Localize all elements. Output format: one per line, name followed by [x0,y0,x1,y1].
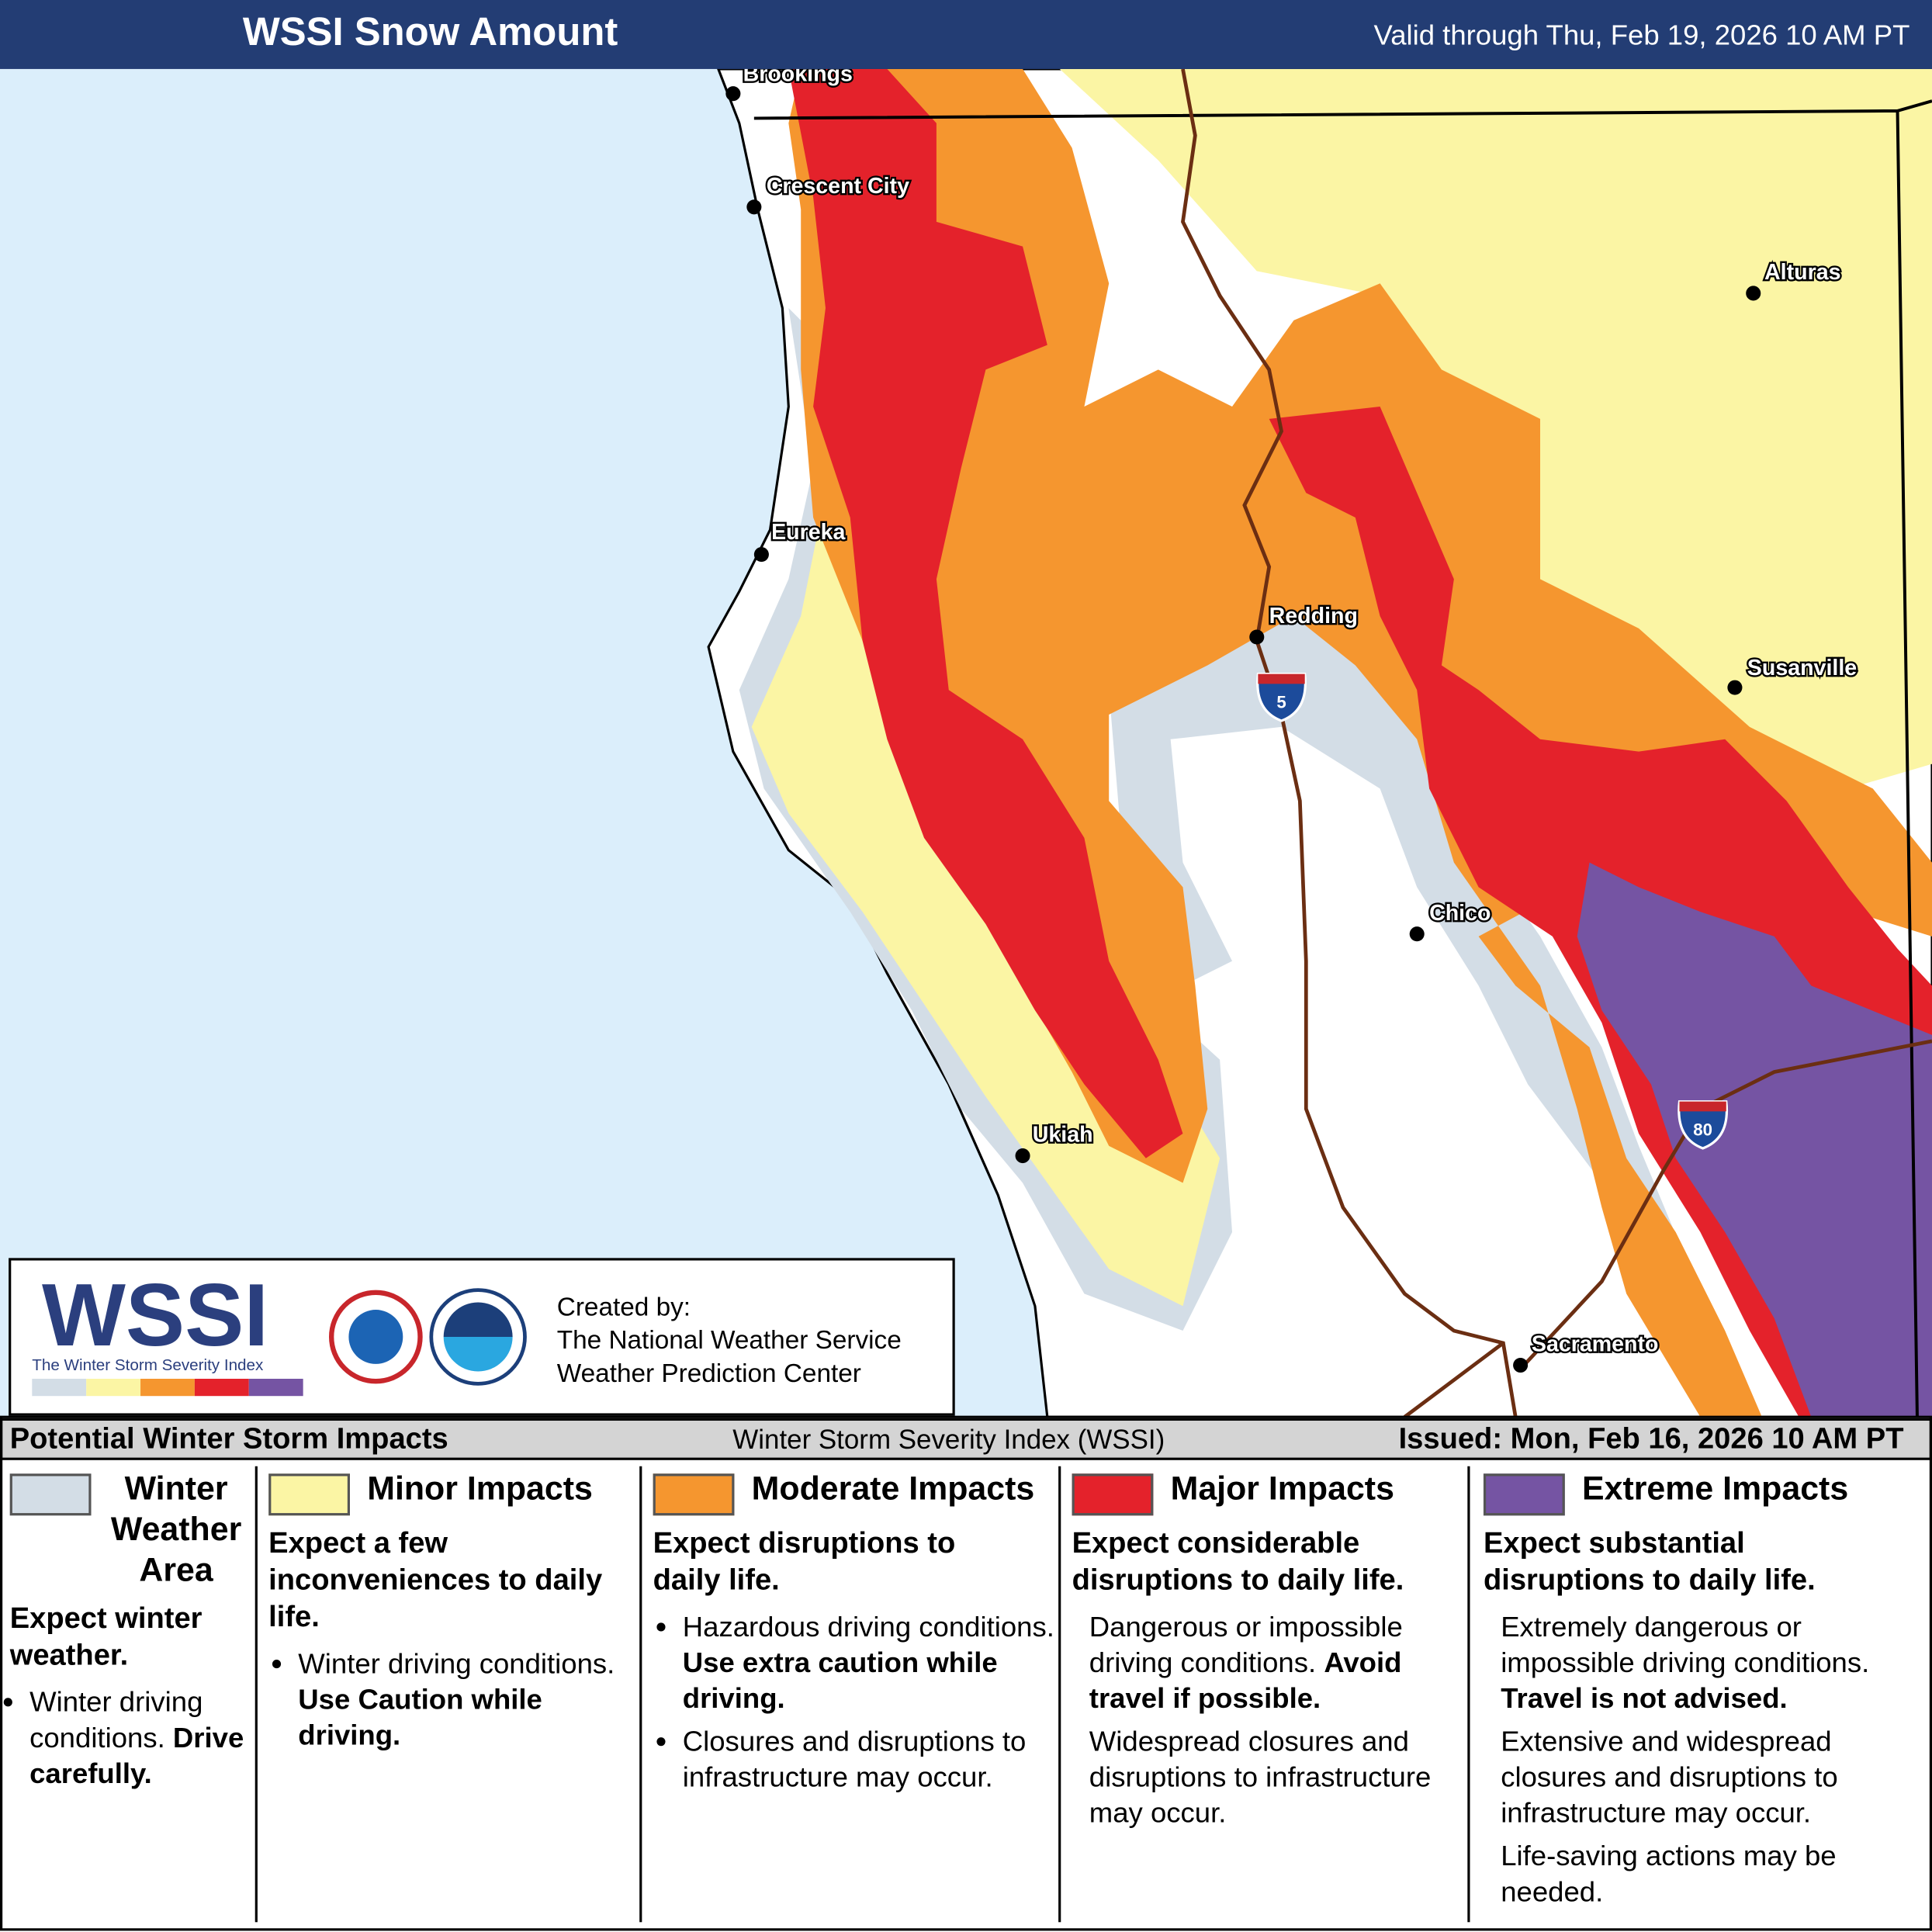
cities: Brookings Crescent City Alturas Eureka R… [725,60,1859,1373]
category: Winter Weather Area Expect winter weathe… [9,1469,251,1799]
major-area [788,68,1183,1158]
headline: Expect disruptions to daily life. [653,1526,956,1598]
item-text: Winter driving conditions. [298,1647,615,1680]
category: Major Impacts Expect considerable disrup… [1072,1469,1464,1838]
city-label: Susanville [1747,656,1857,680]
logo-subtitle: The Winter Storm Severity Index [32,1356,264,1374]
legend-border [0,1415,1932,1931]
item-text: Life-saving actions may be needed. [1501,1839,1837,1908]
legend-title: Potential Winter Storm Impacts [10,1422,448,1455]
header-bar [0,0,1932,69]
logo-color [248,1378,303,1397]
logo-color [140,1378,195,1397]
swatch [1072,1473,1154,1516]
logo-color [32,1378,87,1397]
item-text: Closures and disruptions to infrastructu… [682,1725,1027,1793]
city-dot [746,199,762,215]
item-bold: Travel is not advised. [1501,1681,1788,1714]
shield-label: 5 [1276,693,1286,712]
item-text: Dangerous or impossible driving conditio… [1089,1610,1403,1678]
item: Extremely dangerous or impossible drivin… [1501,1609,1927,1716]
item-text: Extensive and widespread closures and di… [1501,1725,1838,1829]
city-label: Alturas [1764,260,1840,285]
extreme-area [1577,862,1932,1418]
item-bold: Drive carefully. [29,1721,244,1789]
item: Closures and disruptions to infrastructu… [683,1724,1055,1795]
nws-logo [348,1310,403,1364]
category-name: Minor Impacts [367,1470,593,1508]
city-dot [1746,286,1761,301]
item-text: Hazardous driving conditions. [682,1610,1054,1643]
item: Extensive and widespread closures and di… [1501,1724,1927,1831]
interstate-shield: 80 [1678,1100,1729,1150]
headline: Expect substantial disruptions to daily … [1483,1526,1816,1598]
state-border [753,99,1932,1418]
city-label: Eureka [771,520,846,545]
category-name: Extreme Impacts [1582,1470,1849,1508]
city-dot [753,547,769,563]
city-dot [1015,1148,1030,1164]
credit: Weather Prediction Center [557,1359,861,1388]
item-text: Extremely dangerous or impossible drivin… [1501,1610,1870,1678]
item: Winter driving conditions. Use Caution w… [298,1646,635,1754]
city-dot [1513,1357,1529,1373]
moderate-area [788,68,1932,1418]
credit: Created by: [557,1293,691,1321]
item-text: Winter driving conditions. [29,1685,203,1754]
valid-time: Valid through Thu, Feb 19, 2026 10 AM PT [1374,19,1910,50]
swatch [1483,1473,1565,1516]
item-text: Widespread closures and disruptions to i… [1089,1725,1432,1829]
headline: Expect winter weather. [9,1601,203,1672]
item-bold: Avoid travel if possible. [1089,1646,1402,1714]
item: Dangerous or impossible driving conditio… [1089,1609,1464,1716]
swatch [9,1473,92,1516]
item: Life-saving actions may be needed. [1501,1838,1927,1909]
item: Hazardous driving conditions. Use extra … [683,1609,1055,1716]
city-label: Sacramento [1532,1332,1659,1357]
city-dot [1409,926,1425,942]
city-label: Crescent City [767,174,909,199]
city-dot [1727,680,1743,695]
category: Extreme Impacts Expect substantial disru… [1483,1469,1927,1917]
logo-color [194,1378,249,1397]
item: Winter driving conditions. Drive careful… [29,1684,251,1792]
separator [639,1466,642,1923]
city-label: Ukiah [1033,1123,1093,1148]
issued: Issued: Mon, Feb 16, 2026 10 AM PT [1399,1422,1904,1455]
interstate-shield: 5 [1256,673,1307,722]
item-bold: Use Caution while driving. [298,1683,542,1751]
credit: The National Weather Service [557,1326,902,1355]
logo-color [86,1378,141,1397]
city-label: Chico [1429,901,1491,926]
category-name: Major Impacts [1170,1470,1394,1508]
category: Moderate Impacts Expect disruptions to d… [653,1469,1055,1802]
separator [1467,1466,1470,1923]
city-label: Redding [1269,604,1358,628]
category-name: Moderate Impacts [751,1470,1035,1508]
noaa-logo [443,1336,513,1372]
logo-title: WSSI [42,1266,268,1365]
headline: Expect a few inconveniences to daily lif… [268,1526,603,1634]
city-dot [725,86,741,102]
category-name: Winter Weather Area [110,1470,242,1588]
item: Widespread closures and disruptions to i… [1089,1724,1464,1831]
legend-index: Winter Storm Severity Index (WSSI) [732,1425,1165,1455]
separator [1058,1466,1061,1923]
noaa-logo [443,1302,513,1337]
swatch [653,1473,735,1516]
category: Minor Impacts Expect a few inconvenience… [268,1469,635,1761]
headline: Expect considerable disruptions to daily… [1072,1526,1404,1598]
item-bold: Use extra caution while driving. [682,1646,998,1714]
city-dot [1249,629,1265,645]
swatch [268,1473,350,1516]
shield-label: 80 [1693,1120,1712,1140]
title: WSSI Snow Amount [243,9,618,54]
separator [254,1466,258,1923]
